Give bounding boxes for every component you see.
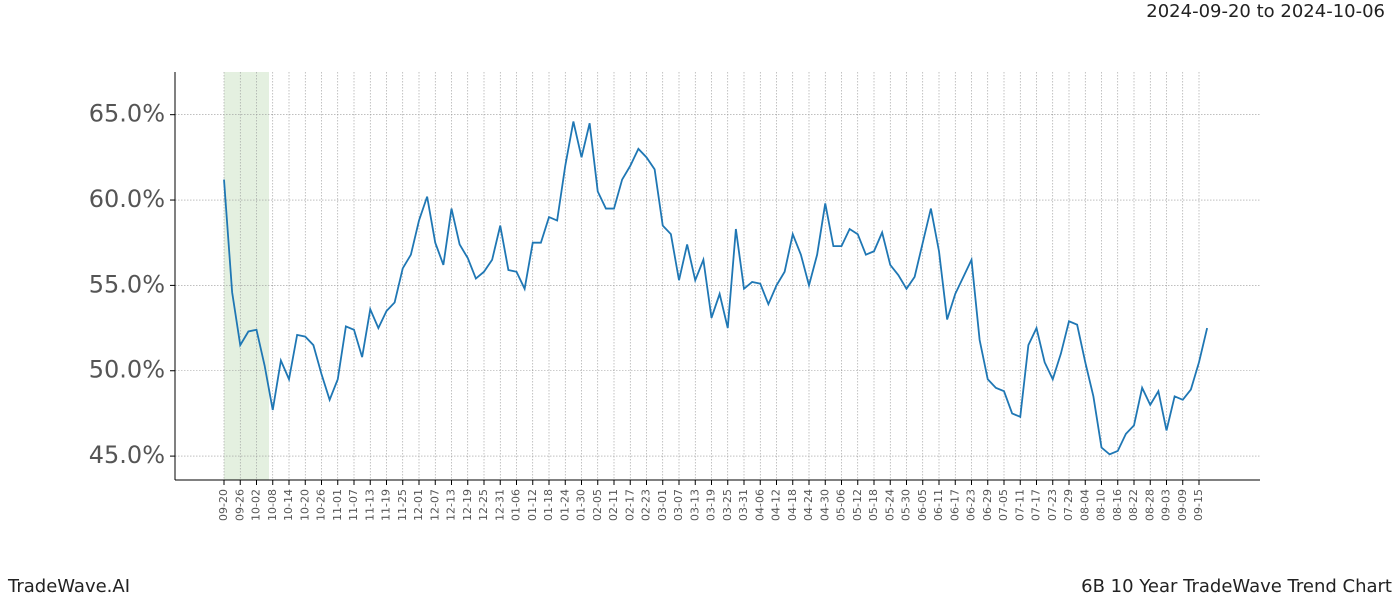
x-tick-label: 08-04 bbox=[1078, 489, 1091, 521]
x-tick-label: 10-08 bbox=[266, 489, 279, 521]
x-tick-label: 01-06 bbox=[510, 489, 523, 521]
x-tick-label: 03-13 bbox=[688, 489, 701, 521]
x-tick-label: 09-20 bbox=[217, 489, 230, 521]
x-tick-label: 07-29 bbox=[1062, 489, 1075, 521]
x-tick-label: 03-31 bbox=[737, 489, 750, 521]
x-tick-label: 06-17 bbox=[948, 489, 961, 521]
x-tick-label: 04-30 bbox=[818, 489, 831, 521]
x-tick-label: 11-25 bbox=[396, 489, 409, 521]
x-tick-label: 02-17 bbox=[623, 489, 636, 521]
x-tick-label: 08-28 bbox=[1143, 489, 1156, 521]
x-tick-label: 07-05 bbox=[997, 489, 1010, 521]
x-tick-label: 04-06 bbox=[753, 489, 766, 521]
x-tick-label: 08-16 bbox=[1111, 489, 1124, 521]
x-tick-label: 09-09 bbox=[1176, 489, 1189, 521]
x-tick-label: 06-11 bbox=[932, 489, 945, 521]
x-tick-label: 12-07 bbox=[428, 489, 441, 521]
x-tick-label: 03-25 bbox=[721, 489, 734, 521]
y-tick-label: 50.0% bbox=[89, 356, 165, 384]
x-tick-label: 06-05 bbox=[916, 489, 929, 521]
footer-right: 6B 10 Year TradeWave Trend Chart bbox=[1081, 576, 1392, 597]
subtitle: 2024-09-20 to 2024-10-06 bbox=[1146, 1, 1385, 22]
y-tick-label: 55.0% bbox=[89, 270, 165, 298]
x-tick-label: 09-03 bbox=[1160, 489, 1173, 521]
x-tick-label: 11-13 bbox=[363, 489, 376, 521]
x-tick-label: 10-20 bbox=[298, 489, 311, 521]
x-tick-label: 07-17 bbox=[1030, 489, 1043, 521]
x-tick-label: 04-12 bbox=[770, 489, 783, 521]
x-tick-label: 08-10 bbox=[1095, 489, 1108, 521]
x-tick-label: 09-26 bbox=[233, 489, 246, 521]
x-tick-label: 04-18 bbox=[786, 489, 799, 521]
x-tick-label: 02-05 bbox=[591, 489, 604, 521]
x-tick-label: 12-01 bbox=[412, 489, 425, 521]
x-tick-label: 12-31 bbox=[493, 489, 506, 521]
x-tick-label: 06-23 bbox=[965, 489, 978, 521]
x-tick-label: 06-29 bbox=[981, 489, 994, 521]
x-tick-label: 02-23 bbox=[640, 489, 653, 521]
x-tick-label: 01-30 bbox=[575, 489, 588, 521]
x-tick-label: 05-30 bbox=[900, 489, 913, 521]
x-tick-label: 11-07 bbox=[347, 489, 360, 521]
x-tick-label: 02-11 bbox=[607, 489, 620, 521]
x-tick-label: 10-02 bbox=[250, 489, 263, 521]
x-tick-label: 01-12 bbox=[526, 489, 539, 521]
x-tick-label: 05-24 bbox=[883, 489, 896, 521]
y-tick-label: 45.0% bbox=[89, 441, 165, 469]
x-tick-label: 04-24 bbox=[802, 489, 815, 521]
trend-line bbox=[223, 121, 1209, 456]
x-tick-label: 01-18 bbox=[542, 489, 555, 521]
x-tick-label: 12-19 bbox=[461, 489, 474, 521]
y-tick-label: 60.0% bbox=[89, 185, 165, 213]
x-tick-label: 05-12 bbox=[851, 489, 864, 521]
x-tick-label: 12-13 bbox=[445, 489, 458, 521]
x-tick-label: 10-14 bbox=[282, 489, 295, 521]
x-tick-label: 03-19 bbox=[705, 489, 718, 521]
x-tick-label: 11-19 bbox=[380, 489, 393, 521]
x-tick-label: 05-06 bbox=[835, 489, 848, 521]
footer-left: TradeWave.AI bbox=[7, 576, 130, 597]
x-tick-label: 03-01 bbox=[656, 489, 669, 521]
x-tick-label: 07-11 bbox=[1013, 489, 1026, 521]
x-tick-label: 01-24 bbox=[558, 489, 571, 521]
x-tick-label: 09-15 bbox=[1192, 489, 1205, 521]
x-tick-label: 05-18 bbox=[867, 489, 880, 521]
x-tick-label: 11-01 bbox=[331, 489, 344, 521]
x-tick-label: 10-26 bbox=[315, 489, 328, 521]
y-tick-label: 65.0% bbox=[89, 100, 165, 128]
x-tick-label: 08-22 bbox=[1127, 489, 1140, 521]
x-tick-label: 07-23 bbox=[1046, 489, 1059, 521]
x-tick-label: 12-25 bbox=[477, 489, 490, 521]
x-tick-label: 03-07 bbox=[672, 489, 685, 521]
